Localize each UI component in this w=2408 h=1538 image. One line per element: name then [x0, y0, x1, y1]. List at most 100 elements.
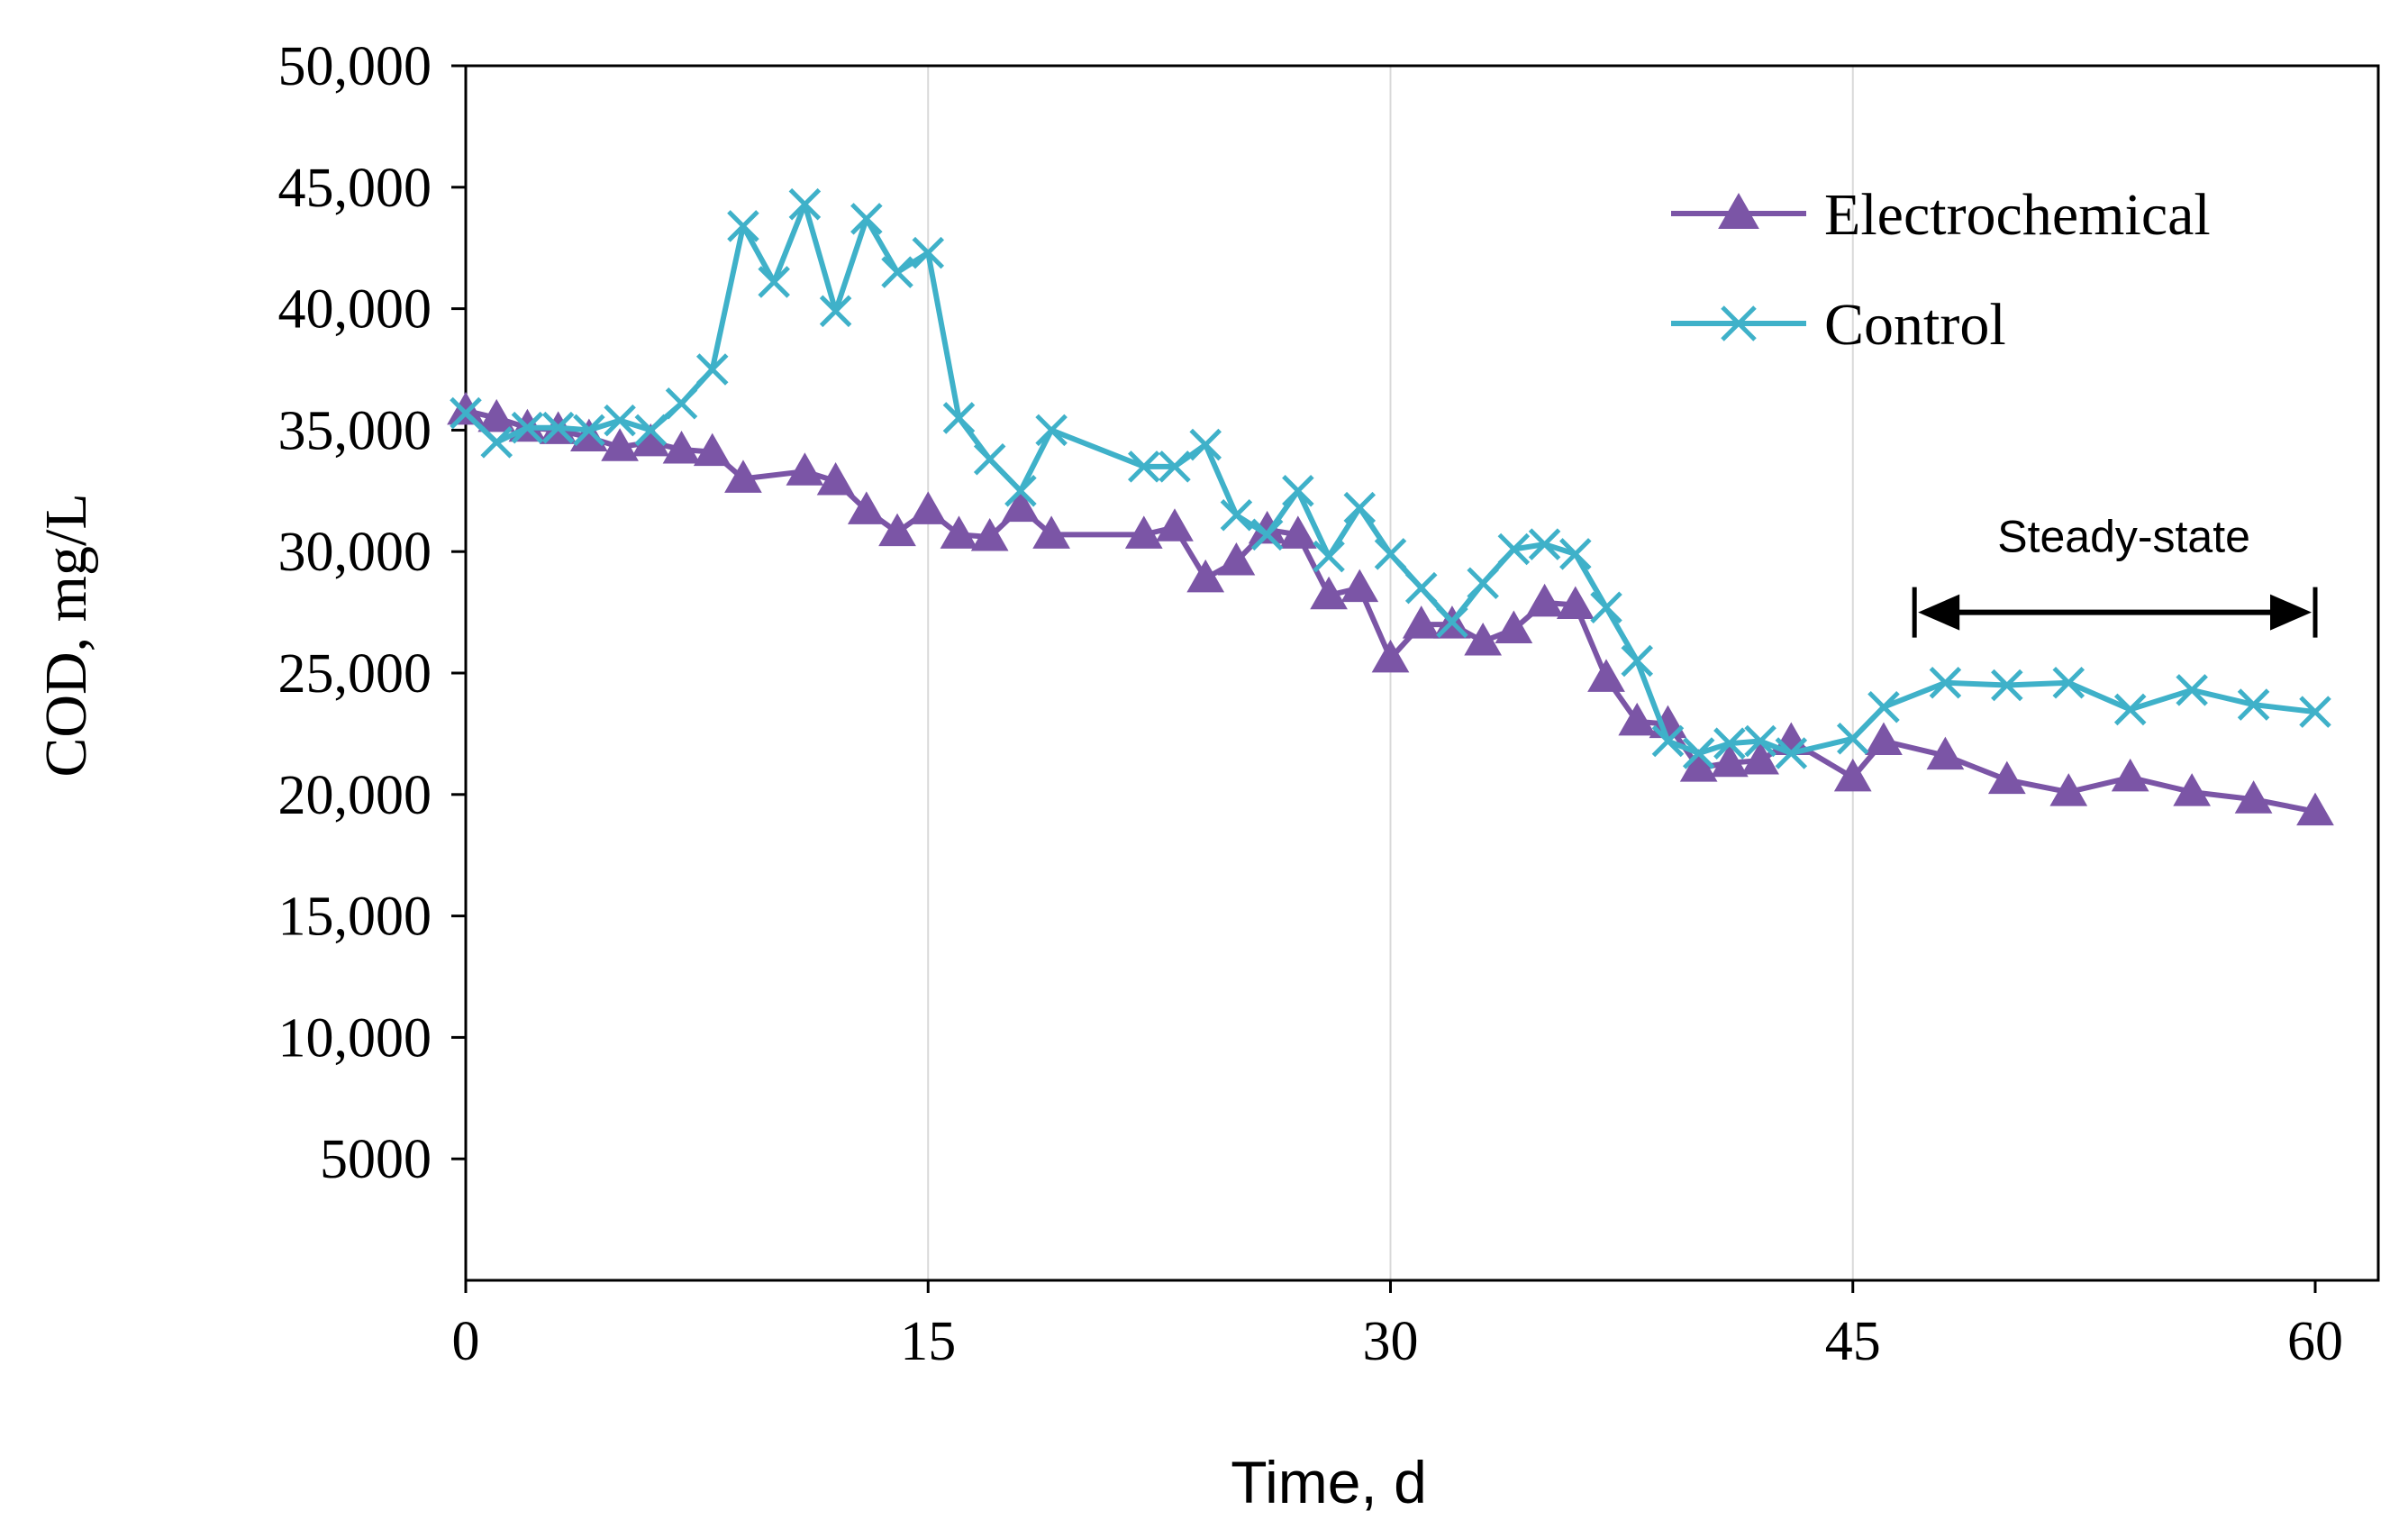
electrochemical-point — [816, 462, 855, 496]
electrochemical-point — [570, 418, 608, 451]
electrochemical-point — [601, 428, 639, 461]
control-point — [1035, 414, 1068, 447]
control-point — [573, 414, 605, 447]
control-point — [604, 404, 636, 437]
electrochemical-point — [1340, 569, 1379, 603]
steady-state-arrowhead-left — [1918, 594, 1960, 631]
electrochemical-point — [477, 398, 516, 432]
control-legend-marker — [1721, 305, 1757, 341]
electrochemical-point — [1741, 742, 1779, 775]
control-point — [695, 353, 729, 386]
electrochemical-point — [2234, 780, 2273, 814]
control-point — [1313, 540, 1345, 573]
x-tick-label: 45 — [1825, 1311, 1881, 1372]
legend: Electrochemical Control — [1671, 182, 2211, 358]
electrochemical-point — [1002, 488, 1040, 523]
steady-state-annotation: Steady-state — [1912, 512, 2318, 638]
steady-state-arrowhead-right — [2270, 594, 2312, 631]
control-point — [1220, 498, 1253, 532]
control-point — [1282, 475, 1314, 507]
control-point — [1559, 538, 1592, 570]
electrochemical-point — [2111, 758, 2149, 792]
control-point — [1621, 644, 1654, 678]
control-point — [942, 402, 976, 434]
electrochemical-point — [1402, 605, 1440, 639]
electrochemical-point — [1865, 722, 1903, 755]
control-point — [1436, 605, 1468, 639]
control-point — [1836, 723, 1869, 755]
electrochemical-point — [1587, 659, 1625, 692]
control-point — [1127, 450, 1160, 483]
x-tick-label: 60 — [2287, 1311, 2343, 1372]
control-point — [1682, 737, 1715, 769]
electrochemical-point — [1525, 583, 1564, 617]
y-tick-label: 25,000 — [278, 643, 432, 705]
electrochemical-point — [1217, 541, 1256, 576]
y-tick-label: 5000 — [320, 1129, 432, 1190]
electrochemical-point — [724, 460, 762, 493]
control-point — [1467, 567, 1499, 600]
x-axis-title: Time, d — [1231, 1449, 1427, 1515]
electrochemical-point — [693, 432, 731, 467]
control-point — [1991, 669, 2023, 702]
control-point — [1189, 428, 1222, 461]
control-point — [881, 256, 913, 288]
control-point — [480, 426, 513, 459]
control-point — [727, 210, 759, 242]
x-tick-label: 30 — [1363, 1311, 1419, 1372]
control-point — [1159, 450, 1191, 483]
electrochemical-point — [1495, 610, 1533, 643]
y-tick-label: 20,000 — [278, 765, 432, 826]
electrochemical-point — [847, 491, 886, 524]
control-point — [1775, 737, 1808, 769]
electrochemical-point — [970, 518, 1009, 551]
control-point — [1497, 532, 1531, 566]
control-point — [1528, 528, 1561, 560]
control-point — [541, 411, 575, 444]
electrochemical-point — [662, 430, 701, 464]
y-tick-label: 45,000 — [278, 158, 432, 219]
electrochemical-point — [1156, 508, 1194, 541]
control-point — [2176, 674, 2208, 706]
electrochemical-point — [1310, 576, 1348, 610]
control-point — [788, 187, 822, 221]
electrochemical-point — [1618, 702, 1657, 736]
grid-lines — [927, 66, 1854, 1280]
axes — [451, 64, 2380, 1293]
control-point — [2237, 688, 2270, 721]
electrochemical-point — [447, 391, 485, 425]
electrochemical-point — [878, 513, 916, 547]
electrochemical-point — [1926, 736, 1965, 770]
control-point — [2052, 667, 2085, 699]
control-legend-label: Control — [1824, 292, 2006, 358]
electrochemical-legend-label: Electrochemical — [1824, 182, 2211, 248]
y-tick-label: 15,000 — [278, 887, 432, 948]
electrochemical-point — [2049, 773, 2088, 806]
y-tick-label: 30,000 — [278, 522, 432, 583]
control-point — [450, 396, 482, 430]
control-point — [1404, 571, 1438, 605]
y-tick-label: 10,000 — [278, 1007, 432, 1069]
electrochemical-point — [1711, 743, 1749, 778]
control-point — [912, 236, 945, 269]
electrochemical-point — [940, 515, 978, 549]
electrochemical-point — [909, 491, 948, 524]
electrochemical-point — [1556, 586, 1595, 620]
tick-labels: 0 15 30 45 60 5000 10,000 15,000 20,000 25,000 30,… — [278, 36, 2344, 1372]
y-tick-label: 50,000 — [278, 36, 432, 97]
control-point — [973, 442, 1006, 476]
control-point — [850, 203, 883, 235]
y-axis-title: COD, mg/L — [33, 493, 99, 777]
electrochemical-point — [1032, 515, 1070, 549]
x-tick-label: 0 — [452, 1311, 480, 1372]
electrochemical-point — [1679, 749, 1718, 782]
electrochemical-point — [1278, 515, 1317, 549]
electrochemical-point — [2173, 773, 2211, 806]
control-point — [665, 387, 698, 420]
control-point — [1374, 538, 1407, 570]
control-point — [2299, 696, 2331, 728]
y-tick-label: 40,000 — [278, 279, 432, 341]
control-point — [1004, 475, 1037, 507]
electrochemical-point — [2296, 792, 2334, 826]
